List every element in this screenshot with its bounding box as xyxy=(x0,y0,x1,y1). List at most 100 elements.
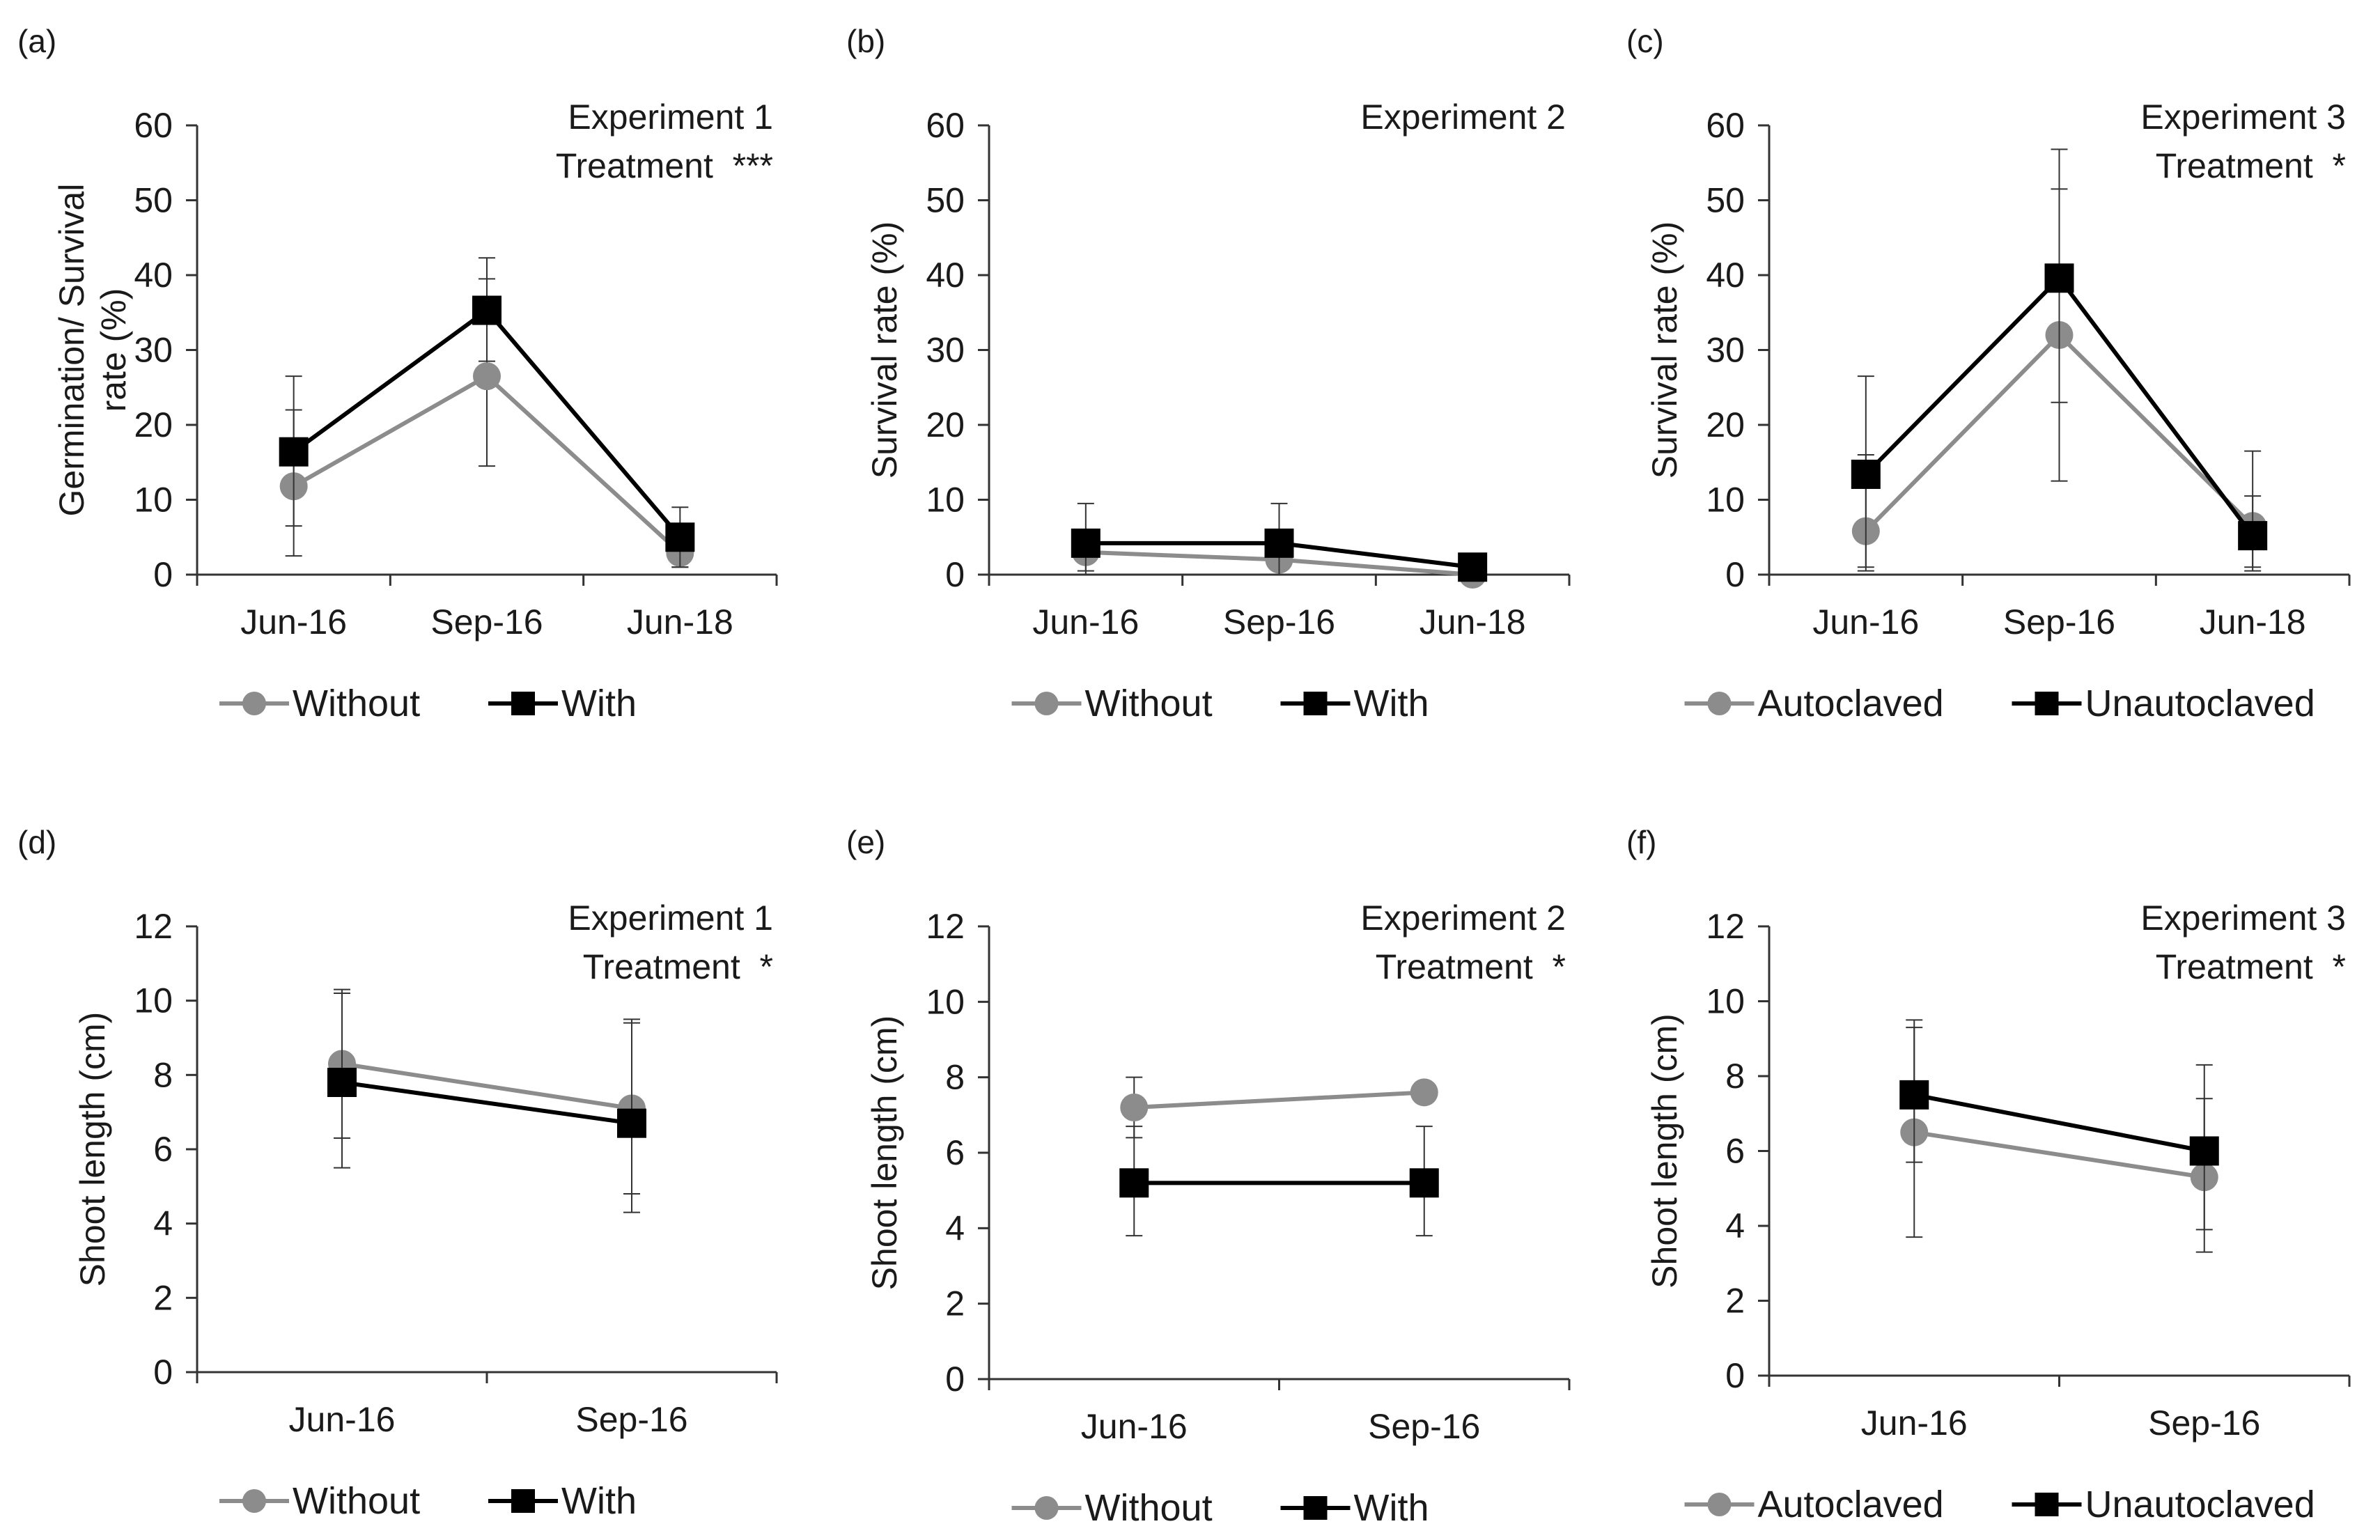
annotation-line: Experiment 1 xyxy=(568,899,773,938)
annotation-line: Experiment 3 xyxy=(2140,98,2346,137)
y-axis-label-line: rate (%) xyxy=(94,288,133,412)
series-line xyxy=(341,1080,632,1126)
y-axis-label-line: Shoot length (cm) xyxy=(865,1016,904,1291)
x-tick-label: Jun-18 xyxy=(2200,602,2306,641)
y-tick-label: 0 xyxy=(153,1353,173,1392)
y-tick-label: 0 xyxy=(1725,555,1745,594)
x-tick-label: Jun-18 xyxy=(1420,602,1526,641)
data-point xyxy=(1120,1094,1149,1121)
y-tick-label: 10 xyxy=(134,981,173,1020)
series-line xyxy=(341,1061,632,1111)
legend-label: Autoclaved xyxy=(1758,683,1944,724)
series-without xyxy=(328,988,646,1195)
data-point xyxy=(2189,1136,2219,1166)
series-with xyxy=(327,993,646,1213)
y-tick-label: 0 xyxy=(945,1360,965,1399)
data-point xyxy=(665,522,695,552)
x-tick-label: Jun-16 xyxy=(1861,1403,1968,1442)
panel-letter: (f) xyxy=(1626,824,1656,860)
annotation-line: Experiment 2 xyxy=(1360,98,1566,137)
data-point xyxy=(1899,1080,1929,1110)
legend-label: Autoclaved xyxy=(1758,1484,1944,1525)
annotation-line: Treatment * xyxy=(1376,947,1566,986)
y-tick-label: 6 xyxy=(945,1133,965,1172)
legend-label: With xyxy=(1354,683,1429,724)
y-tick-label: 60 xyxy=(926,106,965,145)
x-tick-label: Jun-16 xyxy=(1812,602,1919,641)
panel-letter: (c) xyxy=(1626,23,1664,59)
legend-marker xyxy=(1707,1493,1732,1516)
annotation-line: Treatment *** xyxy=(556,146,773,185)
legend-label: Without xyxy=(1085,683,1213,724)
x-tick-label: Jun-16 xyxy=(1032,602,1139,641)
legend: Without With xyxy=(219,1480,637,1522)
legend-label: With xyxy=(561,1480,637,1522)
series-without xyxy=(1120,1076,1438,1139)
series-autoclaved xyxy=(1900,1027,2218,1253)
y-tick-label: 40 xyxy=(1706,256,1745,295)
panel-letter: (d) xyxy=(17,824,56,860)
legend: Autoclaved Unautoclaved xyxy=(1684,683,2315,724)
legend-label: Without xyxy=(293,1480,420,1522)
y-tick-label: 4 xyxy=(153,1204,173,1243)
y-tick-label: 30 xyxy=(1706,331,1745,370)
y-tick-label: 60 xyxy=(1706,106,1745,145)
y-axis-label: Shoot length (cm) xyxy=(865,1016,904,1291)
legend-marker xyxy=(1303,1496,1328,1520)
x-tick-label: Sep-16 xyxy=(430,602,543,641)
series-unautoclaved xyxy=(1899,1019,2219,1231)
y-tick-label: 30 xyxy=(134,331,173,370)
y-axis-label-line: Survival rate (%) xyxy=(865,221,904,479)
y-tick-label: 2 xyxy=(1725,1282,1745,1321)
y-axis-label-line: Shoot length (cm) xyxy=(73,1012,112,1287)
data-point xyxy=(1410,1078,1438,1107)
y-tick-label: 6 xyxy=(153,1130,173,1169)
legend-marker xyxy=(1034,692,1059,715)
y-tick-label: 4 xyxy=(1725,1206,1745,1245)
y-tick-label: 10 xyxy=(926,481,965,520)
x-tick-label: Sep-16 xyxy=(1368,1407,1480,1446)
y-tick-label: 20 xyxy=(134,405,173,444)
y-axis-label-line: Germination/ Survival xyxy=(52,184,91,517)
y-tick-label: 0 xyxy=(1725,1356,1745,1395)
y-axis-label: Survival rate (%) xyxy=(865,221,904,479)
data-point xyxy=(472,295,501,325)
y-tick-label: 40 xyxy=(134,256,173,295)
legend-marker xyxy=(511,1489,535,1513)
data-point xyxy=(2238,521,2268,551)
panel-e: (e) 0 2 4 6 8 10 12 Jun-16 Sep-16 Shoot length (cm… xyxy=(846,824,1571,1529)
legend-label: With xyxy=(561,683,637,724)
data-point xyxy=(1119,1168,1149,1198)
y-axis-label: Survival rate (%) xyxy=(1645,221,1684,479)
y-tick-label: 10 xyxy=(1706,982,1745,1021)
y-tick-label: 12 xyxy=(134,907,173,946)
x-tick-label: Sep-16 xyxy=(1223,602,1335,641)
annotation-line: Treatment * xyxy=(583,947,773,986)
panel-d: (d) 0 2 4 6 8 10 12 Jun-16 Sep-16 Shoot length (cm… xyxy=(17,824,778,1522)
y-tick-label: 10 xyxy=(134,481,173,520)
panel-b: (b) 0 10 20 30 40 50 60 Jun-16 Sep-16 Jun-18 Surviv… xyxy=(846,23,1571,724)
legend-marker xyxy=(1303,692,1328,715)
series-line xyxy=(1913,1092,2205,1153)
y-tick-label: 4 xyxy=(945,1208,965,1247)
y-tick-label: 0 xyxy=(945,555,965,594)
legend: Without With xyxy=(1011,683,1429,724)
data-point xyxy=(1071,528,1100,558)
panel-a: (a) 0 10 20 30 40 50 60 Jun-16 Sep-16 Jun-18 Germin… xyxy=(17,23,778,724)
legend-label: Without xyxy=(293,683,420,724)
y-tick-label: 12 xyxy=(1706,907,1745,946)
y-tick-label: 10 xyxy=(1706,481,1745,520)
data-point xyxy=(1851,459,1881,489)
series-line xyxy=(1913,1130,2205,1180)
series-with xyxy=(1071,502,1488,582)
data-point xyxy=(1264,528,1294,558)
x-tick-label: Sep-16 xyxy=(2148,1403,2260,1442)
y-tick-label: 20 xyxy=(1706,405,1745,444)
annotation-line: Experiment 2 xyxy=(1360,899,1566,938)
legend-marker xyxy=(242,1489,266,1513)
y-axis-label-line: Survival rate (%) xyxy=(1645,221,1684,479)
x-tick-label: Jun-18 xyxy=(627,602,733,641)
y-tick-label: 40 xyxy=(926,256,965,295)
x-tick-label: Sep-16 xyxy=(575,1400,687,1439)
y-tick-label: 20 xyxy=(926,405,965,444)
